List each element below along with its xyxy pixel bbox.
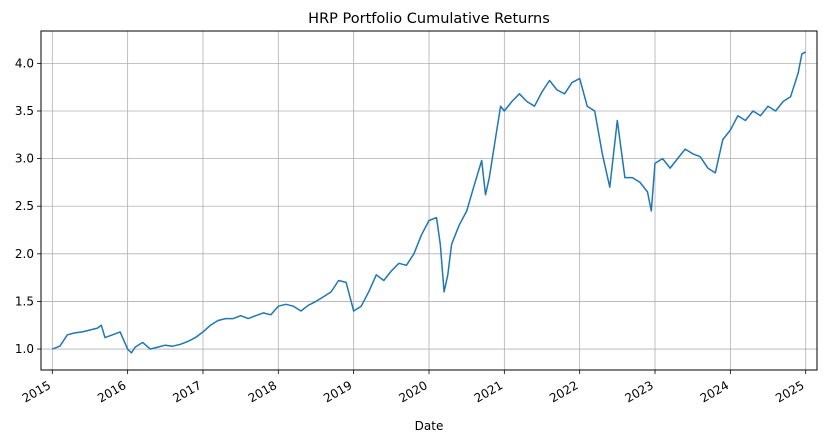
x-axis-label: Date (415, 419, 444, 433)
series-line (52, 51, 807, 354)
y-tick-label: 3.5 (15, 104, 34, 118)
y-tick-label: 2.5 (15, 199, 34, 213)
y-tick-label: 4.0 (15, 56, 34, 70)
y-tick-label: 3.0 (15, 152, 34, 166)
grid (41, 31, 817, 370)
y-tick-label: 1.5 (15, 294, 34, 308)
series-layer (52, 51, 807, 354)
y-axis: 1.0 1.5 2.0 2.5 3.0 3.5 4.0 (15, 56, 41, 356)
y-tick-label: 1.0 (15, 342, 34, 356)
y-tick-label: 2.0 (15, 247, 34, 261)
chart-title: HRP Portfolio Cumulative Returns (308, 11, 550, 27)
